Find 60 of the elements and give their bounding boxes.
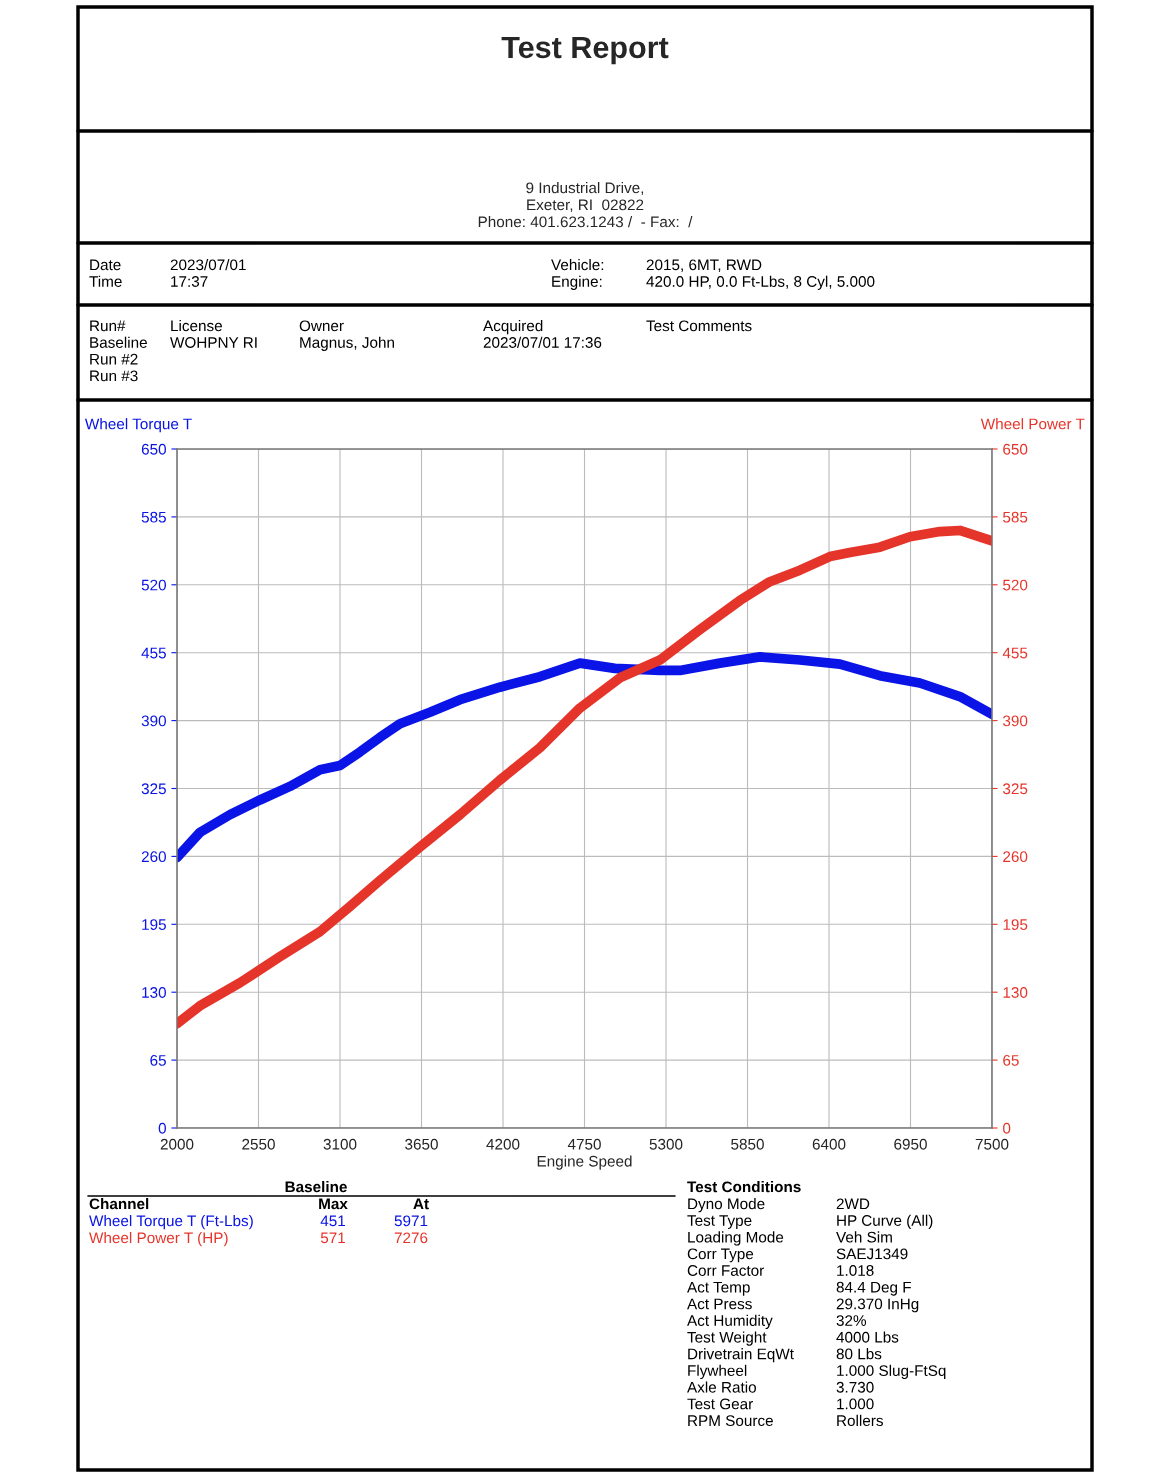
y-tick-label: 455 (141, 647, 166, 659)
text: Channel (89, 1198, 149, 1210)
y2-tick-label: 455 (1002, 647, 1028, 659)
chart-subtitle: 9 Industrial Drive, Exeter, RI 02822 Phone: 401.623.1243 / - Fax: / (478, 182, 693, 228)
text: 7276 (394, 1232, 428, 1244)
y-tick-label: 260 (141, 851, 166, 863)
x-tick-label: 3650 (405, 1138, 438, 1150)
x-tick-label: 6400 (812, 1138, 846, 1150)
text: Test Comments (646, 320, 752, 332)
y2-tick-label: 130 (1003, 987, 1028, 998)
text: 2015, 6MT, RWD 420.0 HP, 0.0 Ft-Lbs, 8 Cyl, 5.000 (646, 259, 875, 290)
y-tick-label: 650 (141, 443, 166, 455)
y-tick-label: 325 (141, 783, 166, 795)
text: License WOHPNY RI (170, 320, 257, 348)
y2-tick-label: 520 (1003, 579, 1028, 591)
text: Date Time (89, 259, 122, 287)
text: Test Conditions (687, 1181, 801, 1193)
y2-tick-label: 0 (1003, 1122, 1011, 1134)
x-tick-label: 4200 (486, 1138, 520, 1150)
y-tick-label: 390 (141, 715, 166, 727)
x-tick-label: 3100 (323, 1138, 357, 1150)
x-tick-label: 5850 (731, 1138, 764, 1150)
y-tick-label: 585 (141, 511, 166, 523)
y2-tick-label: 650 (1003, 443, 1028, 455)
text: Run# Baseline Run #2 Run #3 (90, 320, 147, 382)
text: Max (319, 1198, 348, 1210)
y-tick-label: 130 (142, 987, 166, 998)
text: Dyno Mode Test Type Loading Mode Corr Type Corr Factor Act Temp Act Press Act Humidity Test Weight Drivetrain EqWt Flywheel Axle Ratio Test Gear RPM Source (687, 1198, 794, 1427)
chart-title: Test Report (501, 36, 669, 65)
y2-tick-label: 325 (1003, 783, 1028, 795)
y2-tick-label: 195 (1003, 919, 1028, 930)
y-tick-label: 65 (150, 1054, 166, 1066)
y2-axis-title: Wheel Power T (980, 418, 1085, 430)
y2-tick-label: 390 (1003, 715, 1028, 727)
text: Baseline (285, 1181, 347, 1193)
text: Acquired 2023/07/01 17:36 (483, 320, 602, 348)
x-tick-label: 4750 (567, 1138, 601, 1150)
x-axis-title: Engine Speed (537, 1155, 632, 1170)
y-tick-label: 195 (142, 919, 166, 930)
text: 5971 (394, 1215, 428, 1227)
y-axis-title: Wheel Torque T (84, 418, 192, 433)
text: Wheel Torque T (Ft-Lbs) (89, 1215, 253, 1230)
text: Vehicle: Engine: (551, 259, 604, 290)
y2-tick-label: 585 (1003, 511, 1028, 523)
x-tick-label: 2000 (160, 1138, 194, 1150)
x-tick-label: 5300 (649, 1138, 683, 1150)
y-tick-label: 520 (141, 579, 166, 591)
text: 2023/07/01 17:37 (170, 259, 246, 287)
text: 451 (320, 1215, 345, 1227)
y2-tick-label: 260 (1003, 851, 1028, 863)
x-tick-label: 6950 (894, 1138, 927, 1150)
text: At (413, 1198, 429, 1210)
y-tick-label: 0 (158, 1122, 166, 1134)
text: 571 (320, 1232, 345, 1244)
y2-tick-label: 65 (1003, 1054, 1019, 1066)
text: 2WD HP Curve (All) Veh Sim SAEJ1349 1.018 84.4 Deg F 29.370 InHg 32% 4000 Lbs 80 Lbs 1.000 Slug-FtSq 3.730 1.000 Rollers (836, 1198, 946, 1427)
x-tick-label: 2550 (242, 1138, 275, 1150)
x-tick-label: 7500 (975, 1138, 1009, 1150)
text: Owner Magnus, John (299, 320, 394, 351)
text: Wheel Power T (HP) (89, 1232, 228, 1247)
